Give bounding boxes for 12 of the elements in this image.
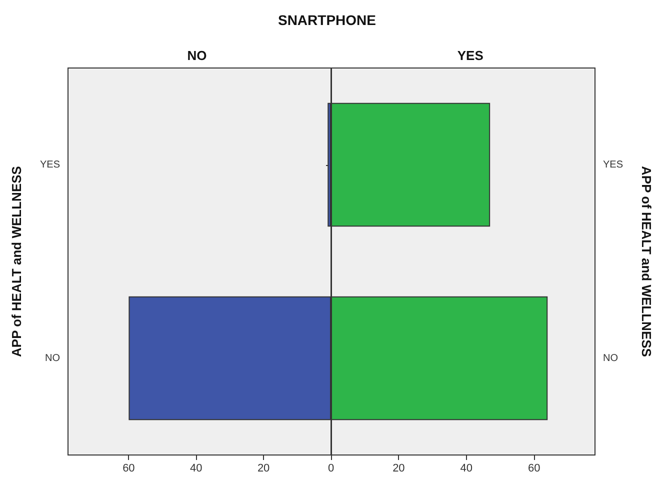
y2-axis-title: APP of HEALT and WELLNESS — [639, 166, 654, 358]
y-axis-title: APP of HEALT and WELLNESS — [9, 166, 24, 357]
x-tick-label: 20 — [257, 462, 270, 474]
x-tick-label: 40 — [460, 462, 473, 474]
x-tick-label: 60 — [528, 462, 540, 474]
x-tick-label: 20 — [392, 462, 405, 474]
x-tick-label: 40 — [190, 462, 202, 474]
chart-subtitle: NO — [187, 48, 207, 63]
chart-title: SNARTPHONE — [276, 12, 377, 28]
x-tick-label: 0 — [328, 462, 334, 474]
chart-subtitle: YES — [457, 48, 484, 63]
x-tick-label: 60 — [122, 462, 135, 474]
